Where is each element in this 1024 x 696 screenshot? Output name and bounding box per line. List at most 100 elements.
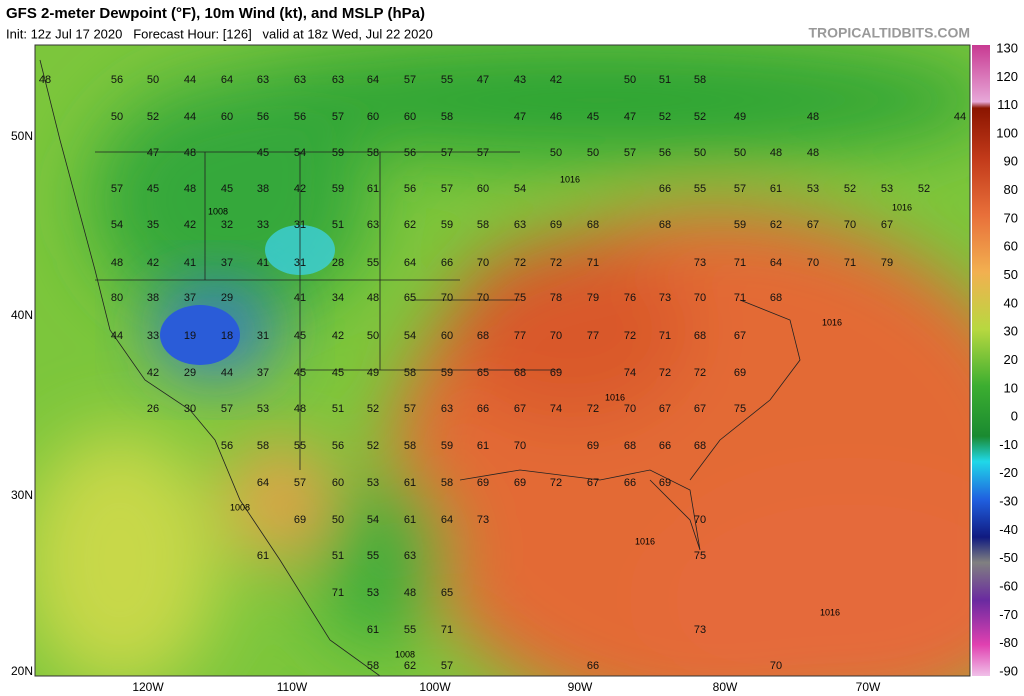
dewpoint-label: 63 — [294, 74, 306, 86]
dewpoint-label: 44 — [184, 111, 196, 123]
dewpoint-label: 30 — [184, 403, 196, 415]
dewpoint-label: 66 — [624, 477, 636, 489]
dewpoint-label: 72 — [624, 330, 636, 342]
dewpoint-label: 38 — [147, 292, 159, 304]
dewpoint-label: 70 — [477, 292, 489, 304]
dewpoint-label: 55 — [367, 550, 379, 562]
dewpoint-label: 59 — [441, 219, 453, 231]
dewpoint-label: 77 — [514, 330, 526, 342]
dewpoint-label: 47 — [514, 111, 526, 123]
dewpoint-label: 69 — [550, 367, 562, 379]
dewpoint-label: 64 — [367, 74, 379, 86]
colorbar-label: -60 — [999, 578, 1018, 593]
dewpoint-label: 69 — [514, 477, 526, 489]
dewpoint-label: 54 — [367, 514, 379, 526]
dewpoint-label: 41 — [257, 257, 269, 269]
dewpoint-label: 56 — [221, 440, 233, 452]
dewpoint-label: 46 — [550, 111, 562, 123]
dewpoint-label: 55 — [694, 183, 706, 195]
colorbar-label: 80 — [1004, 182, 1018, 197]
dewpoint-label: 49 — [734, 111, 746, 123]
dewpoint-label: 61 — [257, 550, 269, 562]
dewpoint-label: 44 — [221, 367, 233, 379]
dewpoint-label: 49 — [367, 367, 379, 379]
dewpoint-label: 56 — [111, 74, 123, 86]
dewpoint-label: 53 — [881, 183, 893, 195]
dewpoint-label: 70 — [550, 330, 562, 342]
longitude-label: 110W — [277, 680, 308, 694]
dewpoint-label: 70 — [514, 440, 526, 452]
dewpoint-label: 48 — [184, 147, 196, 159]
dewpoint-label: 37 — [221, 257, 233, 269]
colorbar-label: 90 — [1004, 154, 1018, 169]
colorbar-label: -90 — [999, 663, 1018, 678]
dewpoint-label: 66 — [477, 403, 489, 415]
dewpoint-label: 66 — [587, 660, 599, 672]
dewpoint-label: 51 — [332, 403, 344, 415]
dewpoint-label: 55 — [294, 440, 306, 452]
dewpoint-label: 74 — [624, 367, 636, 379]
dewpoint-label: 48 — [111, 257, 123, 269]
dewpoint-label: 76 — [624, 292, 636, 304]
dewpoint-label: 58 — [367, 660, 379, 672]
dewpoint-label: 53 — [367, 587, 379, 599]
dewpoint-label: 67 — [514, 403, 526, 415]
dewpoint-label: 65 — [441, 587, 453, 599]
dewpoint-label: 48 — [367, 292, 379, 304]
isobar-label: 1008 — [208, 206, 228, 216]
dewpoint-label: 48 — [39, 74, 51, 86]
dewpoint-label: 41 — [184, 257, 196, 269]
colorbar-label: 30 — [1004, 324, 1018, 339]
dewpoint-label: 52 — [147, 111, 159, 123]
latitude-label: 50N — [11, 129, 33, 143]
dewpoint-label: 19 — [184, 330, 196, 342]
dewpoint-label: 73 — [694, 624, 706, 636]
dewpoint-label: 52 — [918, 183, 930, 195]
dewpoint-label: 48 — [807, 111, 819, 123]
dewpoint-label: 52 — [659, 111, 671, 123]
colorbar-label: 60 — [1004, 239, 1018, 254]
colorbar-label: 50 — [1004, 267, 1018, 282]
dewpoint-label: 29 — [221, 292, 233, 304]
dewpoint-label: 45 — [294, 367, 306, 379]
dewpoint-label: 48 — [184, 183, 196, 195]
dewpoint-label: 55 — [441, 74, 453, 86]
dewpoint-label: 58 — [694, 74, 706, 86]
dewpoint-label: 48 — [294, 403, 306, 415]
dewpoint-label: 62 — [404, 660, 416, 672]
dewpoint-label: 57 — [624, 147, 636, 159]
dewpoint-label: 71 — [332, 587, 344, 599]
dewpoint-label: 45 — [221, 183, 233, 195]
dewpoint-label: 73 — [659, 292, 671, 304]
dewpoint-label: 58 — [367, 147, 379, 159]
dewpoint-label: 57 — [294, 477, 306, 489]
dewpoint-label: 26 — [147, 403, 159, 415]
dewpoint-label: 60 — [404, 111, 416, 123]
dewpoint-label: 73 — [477, 514, 489, 526]
dewpoint-label: 54 — [111, 219, 123, 231]
isobar-label: 1016 — [892, 202, 912, 212]
dewpoint-label: 65 — [477, 367, 489, 379]
dewpoint-label: 72 — [514, 257, 526, 269]
dewpoint-label: 50 — [587, 147, 599, 159]
dewpoint-label: 70 — [441, 292, 453, 304]
colorbar-label: 40 — [1004, 295, 1018, 310]
subtitle: Init: 12z Jul 17 2020 Forecast Hour: [12… — [6, 26, 433, 41]
dewpoint-label: 64 — [257, 477, 269, 489]
dewpoint-label: 67 — [734, 330, 746, 342]
dewpoint-label: 69 — [734, 367, 746, 379]
dewpoint-label: 75 — [514, 292, 526, 304]
dewpoint-label: 70 — [694, 292, 706, 304]
dewpoint-label: 69 — [477, 477, 489, 489]
dewpoint-label: 53 — [257, 403, 269, 415]
dewpoint-label: 61 — [404, 514, 416, 526]
site-name: TROPICALTIDBITS.COM — [808, 25, 970, 41]
dewpoint-label: 75 — [694, 550, 706, 562]
dewpoint-label: 48 — [807, 147, 819, 159]
dewpoint-label: 55 — [367, 257, 379, 269]
colorbar-label: -20 — [999, 465, 1018, 480]
dewpoint-label: 72 — [550, 477, 562, 489]
dewpoint-label: 63 — [514, 219, 526, 231]
dewpoint-label: 80 — [111, 292, 123, 304]
dewpoint-label: 38 — [257, 183, 269, 195]
